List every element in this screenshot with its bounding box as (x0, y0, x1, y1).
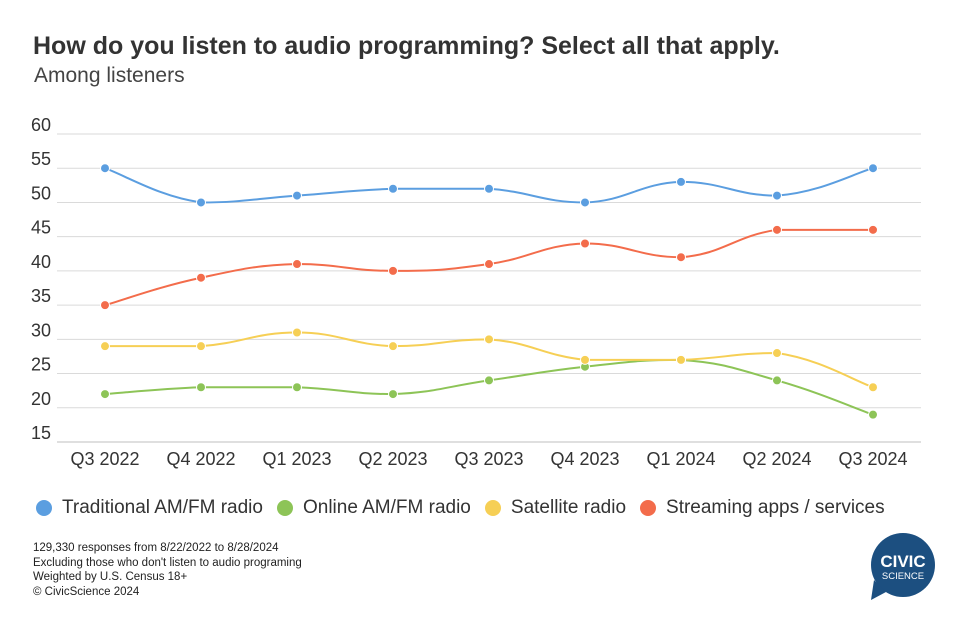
x-tick-label: Q3 2022 (70, 449, 139, 469)
data-point-online-am-fm-radio (484, 375, 494, 386)
data-point-streaming-apps-services (292, 259, 302, 270)
data-point-satellite-radio (868, 382, 878, 393)
x-tick-label: Q1 2023 (262, 449, 331, 469)
legend: Traditional AM/FM radio Online AM/FM radi… (36, 494, 899, 522)
data-point-satellite-radio (292, 327, 302, 338)
y-tick-label: 40 (31, 252, 51, 272)
data-point-online-am-fm-radio (196, 382, 206, 393)
data-point-traditional-am-fm-radio (868, 163, 878, 174)
data-point-satellite-radio (388, 341, 398, 352)
data-point-streaming-apps-services (676, 252, 686, 263)
civicscience-logo: CIVIC SCIENCE (871, 533, 935, 600)
y-tick-label: 45 (31, 218, 51, 238)
legend-swatch (640, 500, 657, 516)
data-point-streaming-apps-services (868, 224, 878, 235)
legend-item-satellite-radio: Satellite radio (484, 497, 627, 519)
logo-tail (871, 580, 886, 600)
x-tick-label: Q3 2023 (454, 449, 523, 469)
legend-swatch (484, 500, 501, 516)
x-tick-label: Q2 2024 (742, 449, 811, 469)
footnote-exclusion: Excluding those who don't listen to audi… (33, 556, 302, 569)
x-tick-label: Q4 2023 (550, 449, 619, 469)
legend-label: Traditional AM/FM radio (62, 497, 263, 518)
data-point-satellite-radio (772, 348, 782, 359)
data-point-online-am-fm-radio (100, 389, 110, 400)
data-point-satellite-radio (484, 334, 494, 345)
data-point-traditional-am-fm-radio (292, 190, 302, 201)
data-point-online-am-fm-radio (772, 375, 782, 386)
data-point-satellite-radio (196, 341, 206, 352)
y-tick-label: 15 (31, 423, 51, 443)
y-tick-label: 55 (31, 149, 51, 169)
legend-label: Satellite radio (510, 497, 627, 518)
data-point-satellite-radio (100, 341, 110, 352)
data-point-satellite-radio (580, 354, 590, 365)
gridlines (57, 133, 921, 443)
data-point-streaming-apps-services (196, 272, 206, 283)
data-point-streaming-apps-services (484, 259, 494, 270)
data-point-traditional-am-fm-radio (580, 197, 590, 208)
series-points (100, 163, 878, 420)
data-point-streaming-apps-services (388, 265, 398, 276)
x-axis-ticks: Q3 2022 Q4 2022 Q1 2023 Q2 2023 Q3 2023 Q4 20… (70, 449, 907, 469)
series-line-online-am-fm-radio (104, 358, 874, 416)
legend-item-streaming-apps-services: Streaming apps / services (640, 497, 885, 519)
data-point-traditional-am-fm-radio (100, 163, 110, 174)
x-tick-label: Q3 2024 (838, 449, 907, 469)
y-tick-label: 35 (31, 286, 51, 306)
legend-swatch (36, 500, 52, 516)
chart-subtitle: Among listeners (34, 64, 185, 87)
legend-item-online-am-fm-radio: Online AM/FM radio (276, 497, 471, 519)
data-point-online-am-fm-radio (388, 389, 398, 400)
series-line-traditional-am-fm-radio (104, 167, 874, 204)
x-tick-label: Q2 2023 (358, 449, 427, 469)
legend-label: Online AM/FM radio (302, 497, 471, 518)
chart-title: How do you listen to audio programming? … (33, 32, 780, 60)
footnote-weighting: Weighted by U.S. Census 18+ (33, 571, 188, 584)
data-point-satellite-radio (676, 354, 686, 365)
data-point-online-am-fm-radio (292, 382, 302, 393)
y-tick-label: 20 (31, 389, 51, 409)
data-point-streaming-apps-services (580, 238, 590, 249)
data-point-traditional-am-fm-radio (388, 183, 398, 194)
y-axis-ticks: 60 55 50 45 40 35 30 25 20 15 (31, 115, 51, 443)
footnote-responses: 129,330 responses from 8/22/2022 to 8/28… (33, 542, 279, 554)
x-tick-label: Q1 2024 (646, 449, 715, 469)
legend-label: Streaming apps / services (666, 497, 885, 518)
data-point-traditional-am-fm-radio (196, 197, 206, 208)
line-chart: 60 55 50 45 40 35 30 25 20 15 Q3 2022 Q4 2022 Q1 20… (31, 115, 921, 469)
data-point-streaming-apps-services (772, 224, 782, 235)
y-tick-label: 25 (31, 355, 51, 375)
footnote-copyright: © CivicScience 2024 (33, 586, 140, 599)
logo-word-science: SCIENCE (882, 571, 924, 582)
data-point-traditional-am-fm-radio (772, 190, 782, 201)
logo-word-civic: CIVIC (880, 552, 925, 571)
y-tick-label: 30 (31, 320, 51, 340)
legend-item-traditional-am-fm-radio: Traditional AM/FM radio (36, 497, 263, 519)
data-point-traditional-am-fm-radio (676, 176, 686, 187)
data-point-traditional-am-fm-radio (484, 183, 494, 194)
x-tick-label: Q4 2022 (166, 449, 235, 469)
legend-swatch (276, 500, 293, 516)
footnotes: 129,330 responses from 8/22/2022 to 8/28… (33, 541, 302, 600)
logo-badge (871, 533, 935, 597)
data-point-online-am-fm-radio (868, 409, 878, 420)
data-point-streaming-apps-services (100, 300, 110, 311)
y-tick-label: 50 (31, 183, 51, 203)
y-tick-label: 60 (31, 115, 51, 135)
